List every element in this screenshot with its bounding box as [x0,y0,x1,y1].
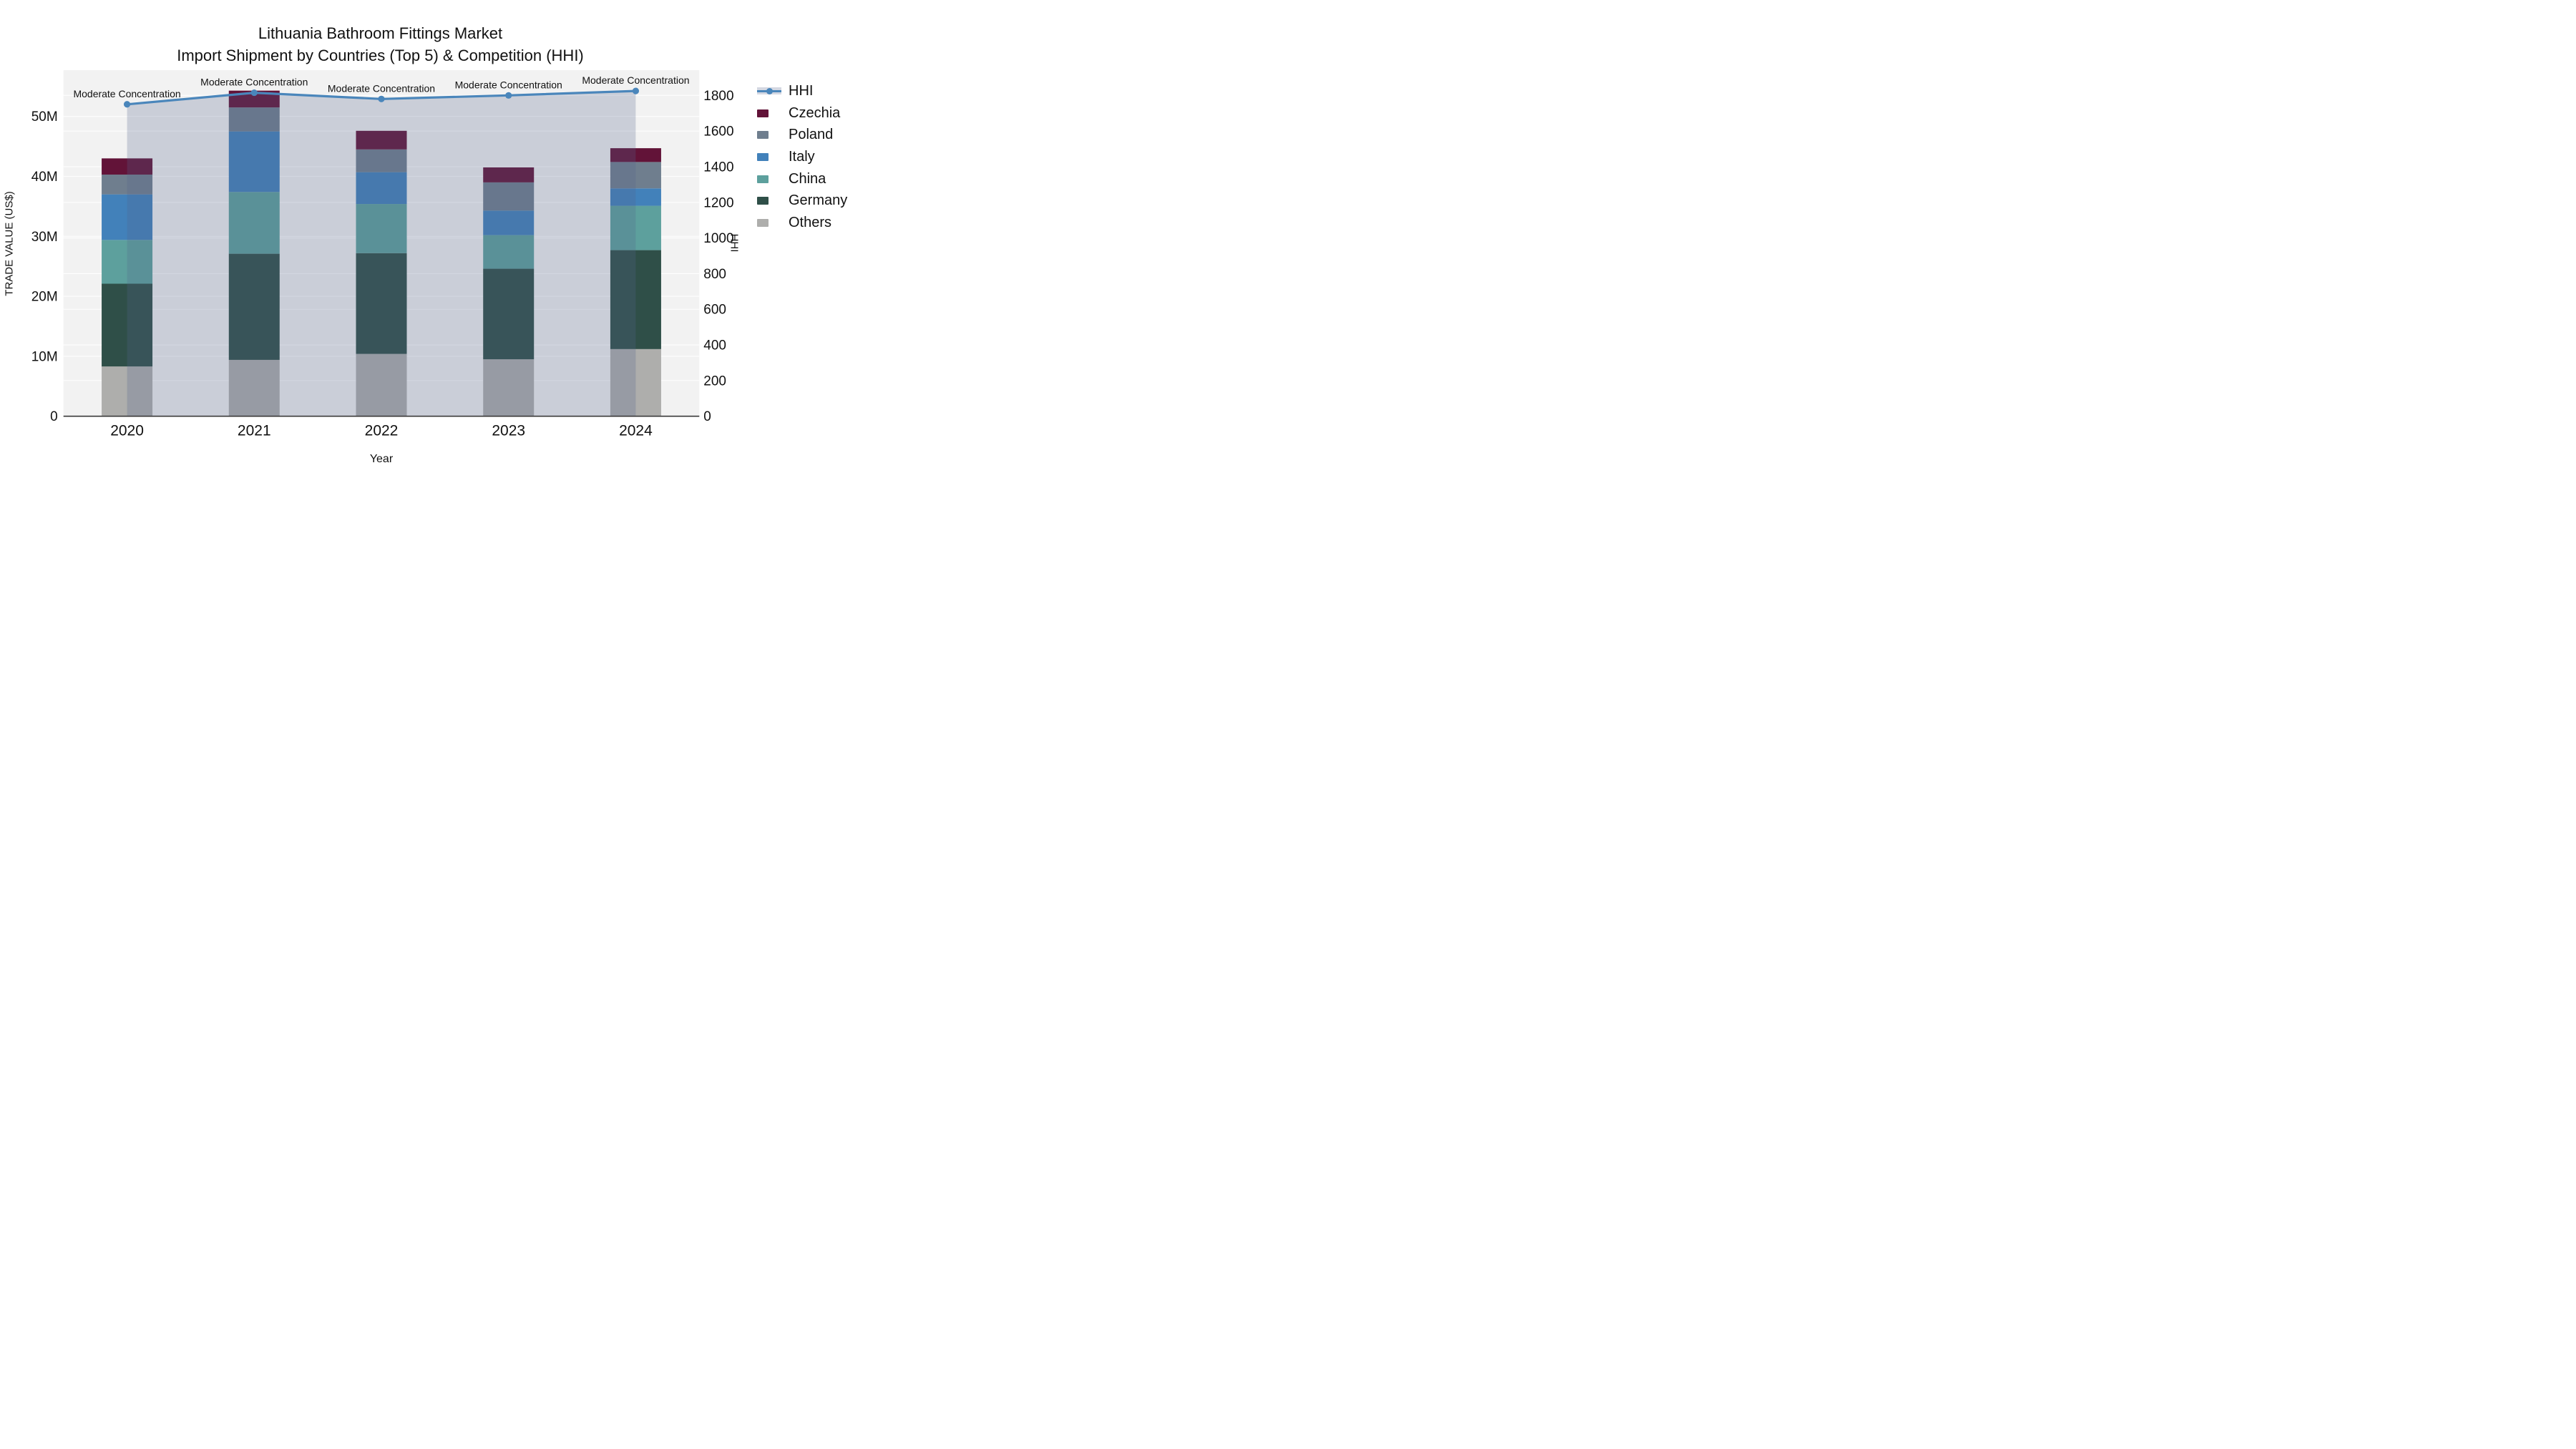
x-tick-label-2023: 2023 [492,423,525,439]
x-tick-label-2024: 2024 [619,423,653,439]
legend-label: Germany [789,192,848,209]
annotation-2024: Moderate Concentration [582,74,689,86]
bar-segment-germany-2021[interactable] [228,253,280,360]
y-axis-title: TRADE VALUE (US$) [3,191,16,296]
annotation-2022: Moderate Concentration [328,82,435,94]
annotation-2021: Moderate Concentration [200,77,308,88]
hhi-point-2020[interactable] [123,101,131,108]
hhi-point-2021[interactable] [250,89,258,97]
legend-label: Italy [789,148,815,165]
legend-item-poland[interactable]: Poland [757,124,847,146]
bar-segment-others-2021[interactable] [228,359,280,416]
bar-segment-germany-2020[interactable] [102,283,153,367]
hhi-point-2024[interactable] [632,87,640,94]
legend-label: Others [789,214,832,230]
bar-segment-china-2021[interactable] [228,192,280,254]
annotation-2020: Moderate Concentration [73,88,180,99]
bar-segment-china-2023[interactable] [483,235,535,269]
y2-tick-label: 800 [703,267,726,282]
x-axis-title: Year [369,453,394,465]
bar-segment-czechia-2022[interactable] [356,130,407,150]
figure: Moderate Concentration Moderate Concentra… [0,0,859,483]
chart-title-line2: Import Shipment by Countries (Top 5) & C… [177,47,584,64]
y2-tick-label: 1000 [703,231,733,246]
legend-item-czechia[interactable]: Czechia [757,102,847,125]
bar-segment-china-2022[interactable] [356,204,407,253]
bar-segment-china-2020[interactable] [102,240,153,284]
legend-label: China [789,170,826,187]
y1-tick-label: 0 [50,409,58,424]
y2-axis-title: HHI [728,233,741,253]
y2-tick-label: 1200 [703,195,733,210]
bar-segment-others-2023[interactable] [483,359,535,416]
chart-title-line1: Lithuania Bathroom Fittings Market [258,24,503,42]
y1-tick-label: 40M [31,170,58,185]
hhi-point-2022[interactable] [378,95,385,102]
legend-item-china[interactable]: China [757,168,847,190]
legend-swatch-icon [757,175,769,183]
legend-label: Poland [789,127,834,143]
hhi-point-2023[interactable] [505,92,512,99]
bar-segment-poland-2022[interactable] [356,149,407,172]
bar-segment-germany-2022[interactable] [356,253,407,354]
legend-item-others[interactable]: Others [757,212,847,234]
chart-plot-area[interactable]: Moderate Concentration Moderate Concentra… [0,0,859,483]
legend: HHI Czechia Poland Italy China Germany Others [757,80,847,234]
bar-segment-czechia-2023[interactable] [483,167,535,182]
bar-segment-others-2022[interactable] [356,353,407,416]
y1-tick-label: 20M [31,290,58,305]
chart-title: Lithuania Bathroom Fittings Market Impor… [0,22,761,67]
bar-segment-germany-2024[interactable] [610,250,661,349]
bar-segment-italy-2020[interactable] [102,194,153,240]
y2-tick-label: 400 [703,338,726,353]
annotation-2023: Moderate Concentration [455,79,562,90]
bar-segment-czechia-2020[interactable] [102,158,153,175]
y1-tick-label: 30M [31,230,58,245]
legend-item-germany[interactable]: Germany [757,190,847,212]
x-tick-label-2022: 2022 [365,423,399,439]
y2-tick-label: 1800 [703,89,733,104]
legend-label: Czechia [789,104,841,121]
legend-swatch-icon [757,109,769,117]
bar-segment-poland-2021[interactable] [228,107,280,132]
bar-segment-italy-2023[interactable] [483,210,535,235]
legend-swatch-icon [757,218,769,227]
legend-item-italy[interactable]: Italy [757,146,847,168]
legend-swatch-icon [757,152,769,161]
y2-tick-label: 1600 [703,125,733,140]
y2-tick-label: 600 [703,303,726,318]
y1-tick-label: 50M [31,109,58,125]
legend-label: HHI [789,82,814,99]
legend-swatch-icon [757,197,769,205]
bar-segment-italy-2022[interactable] [356,172,407,205]
bar-segment-italy-2024[interactable] [610,188,661,206]
y2-tick-label: 1400 [703,160,733,175]
y2-tick-label: 200 [703,374,726,389]
bar-segment-poland-2023[interactable] [483,182,535,211]
bar-segment-china-2024[interactable] [610,205,661,250]
hhi-area-fill [127,91,636,416]
bar-segment-germany-2023[interactable] [483,268,535,360]
bar-segment-poland-2024[interactable] [610,162,661,189]
hhi-legend-swatch-icon [757,87,781,95]
legend-item-hhi[interactable]: HHI [757,80,847,102]
bar-segment-poland-2020[interactable] [102,174,153,195]
legend-swatch-icon [757,131,769,140]
y1-tick-label: 10M [31,349,58,364]
bar-segment-others-2020[interactable] [102,366,153,416]
y2-tick-label: 0 [703,409,711,424]
bar-segment-czechia-2024[interactable] [610,148,661,162]
bar-segment-italy-2021[interactable] [228,131,280,192]
x-tick-label-2021: 2021 [238,423,271,439]
x-tick-label-2020: 2020 [110,423,144,439]
bar-segment-others-2024[interactable] [610,348,661,416]
